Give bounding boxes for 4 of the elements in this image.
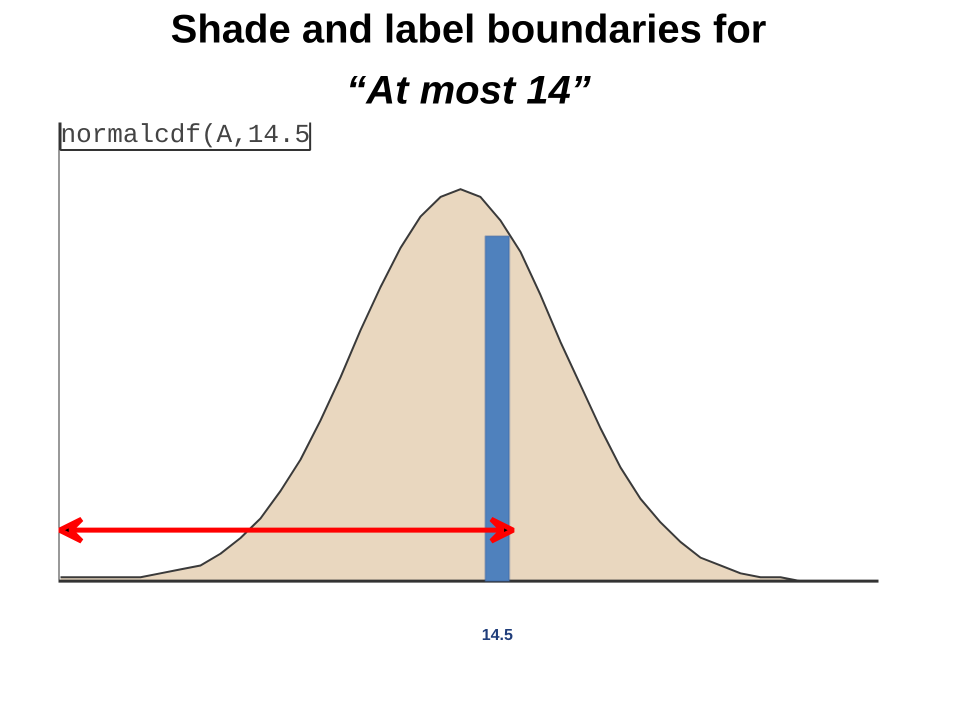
chart-title: Shade and label boundaries for bbox=[170, 8, 766, 52]
chart-subtitle: “At most 14” bbox=[346, 68, 591, 112]
text: 14.5 bbox=[482, 626, 513, 644]
text: normalcdf(A,14.5 bbox=[60, 120, 310, 150]
